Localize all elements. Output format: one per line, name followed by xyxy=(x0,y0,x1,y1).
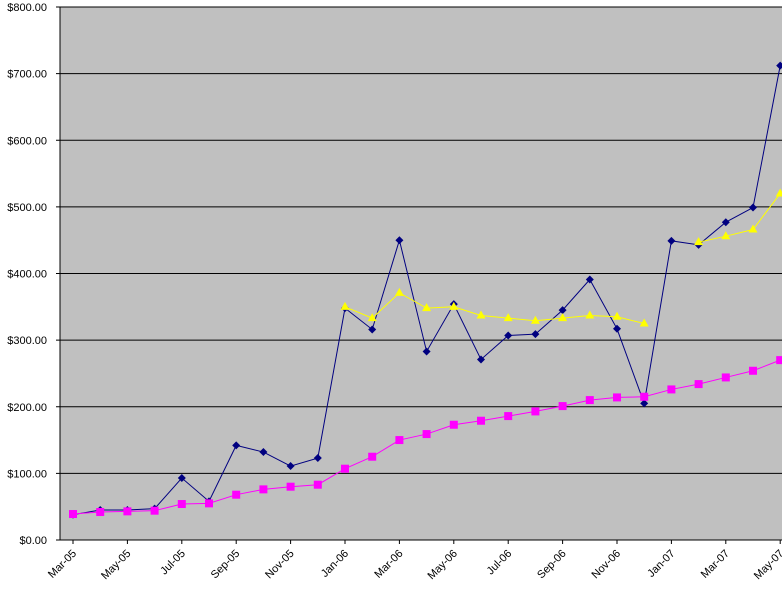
data-point xyxy=(667,385,676,394)
data-point xyxy=(123,507,132,516)
x-tick-label: Jan-06 xyxy=(319,548,351,580)
data-point xyxy=(313,480,322,489)
data-point xyxy=(177,500,186,509)
x-tick-label: Mar-07 xyxy=(699,548,732,581)
data-point xyxy=(585,396,594,405)
y-tick-label: $500.00 xyxy=(7,202,47,214)
x-axis-tick-labels: Mar-05 May-05 Jul-05 Sep-05 Nov-05 Jan-06 Mar-… xyxy=(46,540,782,582)
data-point xyxy=(476,310,486,319)
data-point xyxy=(748,224,758,233)
y-tick-label: $700.00 xyxy=(7,69,47,81)
data-point xyxy=(232,441,241,450)
data-point xyxy=(776,356,782,365)
y-axis-tick-labels: $0.00 $100.00 $200.00 $300.00 $400.00 $500.00… xyxy=(7,2,60,547)
y-tick-label: $100.00 xyxy=(7,468,47,480)
data-point xyxy=(558,402,567,411)
data-point xyxy=(694,237,704,246)
data-point xyxy=(477,416,485,425)
x-tick-label: Jan-07 xyxy=(645,548,677,580)
data-point xyxy=(449,420,458,429)
data-point xyxy=(531,407,540,416)
data-point xyxy=(96,508,105,517)
data-point xyxy=(313,454,322,463)
x-tick-label: Sep-05 xyxy=(209,548,243,582)
data-point xyxy=(232,490,241,499)
data-point xyxy=(504,412,513,421)
data-point xyxy=(667,236,676,245)
x-tick-label: May-06 xyxy=(425,548,459,582)
data-point xyxy=(503,313,513,322)
data-point xyxy=(368,452,377,461)
data-point xyxy=(585,275,594,284)
x-tick-label: Sep-06 xyxy=(535,548,569,582)
data-point xyxy=(449,301,459,310)
data-point xyxy=(694,380,703,389)
data-point xyxy=(368,325,377,334)
data-point xyxy=(477,355,485,364)
data-point xyxy=(721,218,730,227)
series-3 xyxy=(340,188,782,327)
x-tick-label: Nov-05 xyxy=(263,548,297,582)
y-tick-label: $200.00 xyxy=(7,402,47,414)
x-tick-label: Nov-06 xyxy=(590,548,624,582)
data-point xyxy=(341,464,349,473)
gridlines xyxy=(60,6,782,474)
x-tick-label: Mar-05 xyxy=(46,548,79,581)
x-tick-label: May-07 xyxy=(752,548,782,582)
data-point xyxy=(504,331,513,340)
data-point xyxy=(558,313,568,322)
data-point xyxy=(640,399,649,408)
y-tick-label: $300.00 xyxy=(7,335,47,347)
y-tick-label: $0.00 xyxy=(19,535,47,547)
data-point xyxy=(150,506,159,515)
data-point xyxy=(259,485,268,494)
x-tick-label: Jul-05 xyxy=(158,548,188,578)
data-point xyxy=(721,231,731,240)
x-tick-label: Mar-06 xyxy=(372,548,405,581)
data-point xyxy=(395,436,404,445)
data-point xyxy=(177,474,186,483)
data-point xyxy=(775,188,782,197)
y-tick-label: $800.00 xyxy=(7,2,47,14)
data-point xyxy=(259,448,268,457)
data-point xyxy=(531,330,540,339)
data-point xyxy=(422,430,431,439)
data-point xyxy=(613,324,621,333)
data-point xyxy=(286,482,295,491)
x-tick-label: May-05 xyxy=(99,548,133,582)
series-2 xyxy=(69,356,782,519)
series-layer xyxy=(69,61,782,519)
data-point xyxy=(558,306,567,315)
data-point xyxy=(422,347,431,356)
data-point xyxy=(340,301,350,310)
data-point xyxy=(530,315,540,324)
data-point xyxy=(640,392,649,401)
data-point xyxy=(639,318,649,327)
data-point xyxy=(69,510,77,519)
x-tick-label: Jul-06 xyxy=(485,548,515,578)
series-line xyxy=(344,193,781,324)
data-point xyxy=(394,287,404,296)
data-point xyxy=(585,310,595,319)
y-tick-label: $600.00 xyxy=(7,135,47,147)
data-point xyxy=(205,499,213,508)
data-point xyxy=(286,462,295,471)
data-point xyxy=(395,236,404,245)
data-point xyxy=(612,311,622,320)
data-point xyxy=(422,303,432,312)
y-tick-label: $400.00 xyxy=(7,269,47,281)
data-point xyxy=(367,313,377,322)
data-point xyxy=(613,393,621,402)
data-point xyxy=(749,366,757,375)
data-point xyxy=(749,203,757,212)
data-point xyxy=(721,373,730,382)
data-point xyxy=(776,61,782,70)
